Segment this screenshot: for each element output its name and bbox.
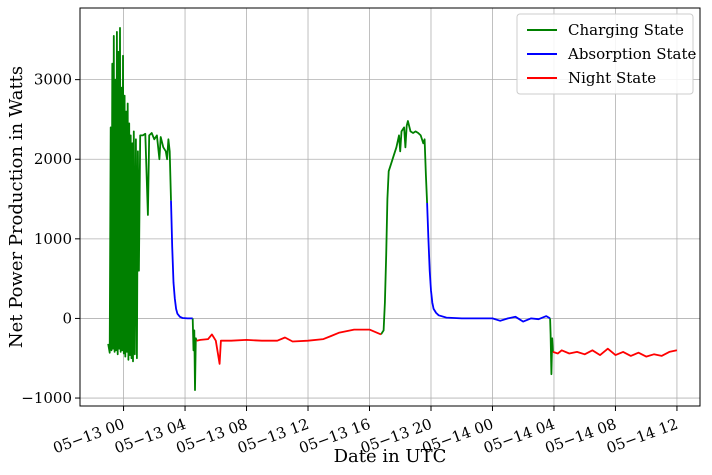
x-axis-label: Date in UTC <box>334 446 447 467</box>
y-tick-label: 0 <box>62 309 72 327</box>
absorption-state-line <box>170 200 193 320</box>
charging-state-line <box>107 26 172 363</box>
legend: Charging State Absorption State Night Stat… <box>516 13 696 95</box>
y-tick-label: 3000 <box>34 71 72 89</box>
y-axis-label: Net Power Production in Watts <box>6 66 27 348</box>
charging-state-line <box>549 318 554 376</box>
legend-box <box>516 13 694 95</box>
y-axis-ticks: −1000 0 1000 2000 3000 <box>21 71 80 407</box>
y-tick-label: 2000 <box>34 150 72 168</box>
legend-label-night-state: Night State <box>568 69 656 87</box>
charging-state-line <box>380 120 428 335</box>
plot-frame <box>79 7 701 407</box>
charging-state-line <box>191 318 198 392</box>
series-lines <box>107 26 678 392</box>
legend-label-absorption-state: Absorption State <box>567 45 696 63</box>
night-state-line <box>552 347 678 358</box>
absorption-state-line <box>426 202 551 323</box>
legend-label-charging-state: Charging State <box>568 21 684 39</box>
y-tick-label: −1000 <box>21 389 72 407</box>
y-tick-label: 1000 <box>34 230 72 248</box>
night-state-line <box>196 328 382 365</box>
x-tick-label: 05−14 12 <box>604 415 680 457</box>
